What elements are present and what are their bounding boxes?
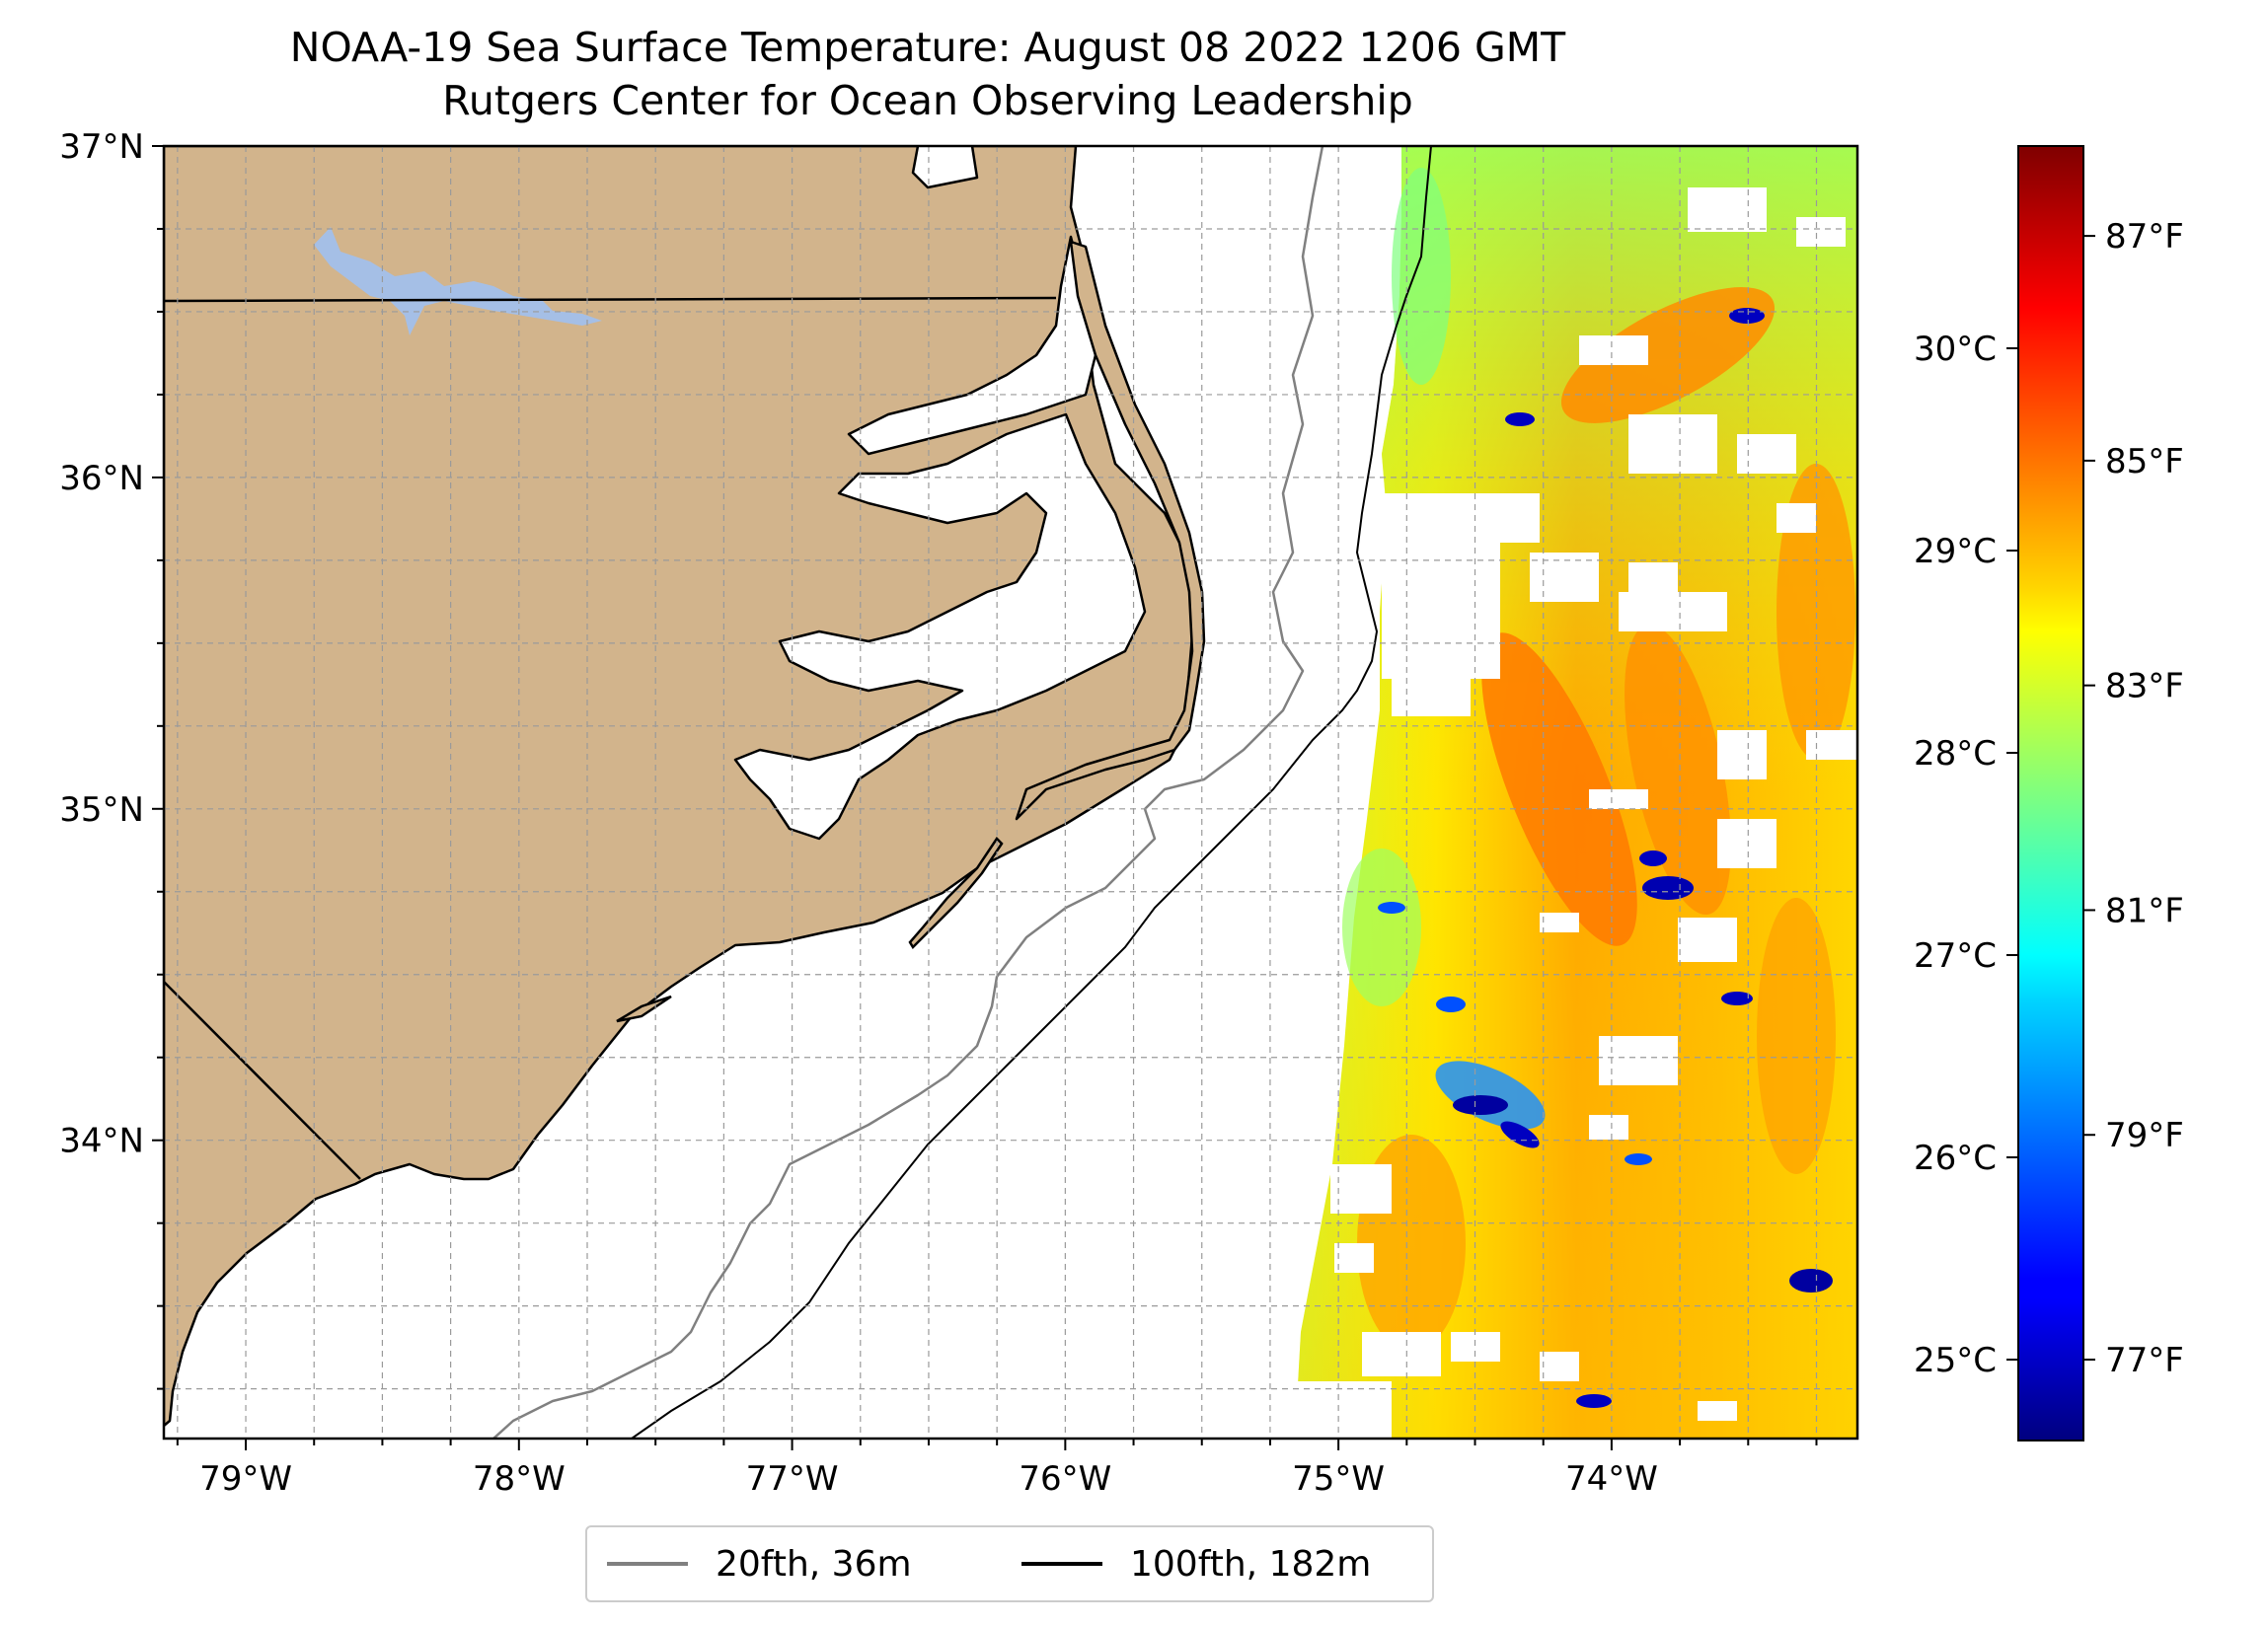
celsius-tick-label: 26°C <box>1914 1139 1997 1178</box>
lower-banks <box>908 837 1004 950</box>
state-border-nc-sc <box>164 981 361 1180</box>
isobath-20fth <box>492 146 1324 1439</box>
lon-tick-label: 75°W <box>1292 1459 1385 1499</box>
legend: 20fth, 36m 100fth, 182m <box>585 1525 1434 1602</box>
isobath-100fth <box>631 146 1432 1439</box>
lat-tick-label: 36°N <box>59 459 144 498</box>
fahrenheit-tick-label: 85°F <box>2105 442 2184 481</box>
colorbar <box>2017 145 2084 1441</box>
gridlines <box>164 146 1857 1439</box>
map-frame <box>162 144 1859 1441</box>
celsius-tick-label: 25°C <box>1914 1341 1997 1380</box>
lon-tick-label: 77°W <box>746 1459 839 1499</box>
lon-tick-label: 79°W <box>199 1459 292 1499</box>
longitude-axis: 79°W 78°W 77°W 76°W 75°W 74°W <box>176 1439 1818 1499</box>
pamlico-sound <box>733 412 1147 841</box>
outer-banks <box>1015 240 1206 821</box>
celsius-tick-label: 30°C <box>1914 330 1997 369</box>
legend-label-20fth: 20fth, 36m <box>716 1543 912 1585</box>
albemarle-sound <box>847 235 1097 456</box>
legend-label-100fth: 100fth, 182m <box>1130 1543 1372 1585</box>
chart-subtitle: Rutgers Center for Ocean Observing Leade… <box>442 77 1413 124</box>
fahrenheit-tick-label: 87°F <box>2105 217 2184 257</box>
fahrenheit-tick-label: 81°F <box>2105 891 2184 930</box>
state-border-va-nc <box>164 296 1057 303</box>
fahrenheit-tick-label: 83°F <box>2105 667 2184 706</box>
lat-tick-label: 35°N <box>59 790 144 830</box>
celsius-tick-label: 27°C <box>1914 936 1997 976</box>
sst-swath <box>1293 146 1857 1439</box>
lat-tick-label: 34°N <box>59 1122 144 1161</box>
celsius-tick-label: 29°C <box>1914 532 1997 571</box>
colorbar-fahrenheit-axis: 77°F 79°F 81°F 83°F 85°F 87°F <box>2083 217 2184 1380</box>
latitude-axis: 37°N 36°N 35°N 34°N <box>59 127 164 1390</box>
lat-tick-label: 37°N <box>59 127 144 167</box>
lon-tick-label: 78°W <box>473 1459 566 1499</box>
chart-title: NOAA-19 Sea Surface Temperature: August … <box>289 24 1566 71</box>
legend-item-20fth: 20fth, 36m <box>607 1527 912 1600</box>
lon-tick-label: 74°W <box>1565 1459 1658 1499</box>
celsius-tick-label: 28°C <box>1914 734 1997 774</box>
fahrenheit-tick-label: 79°F <box>2105 1116 2184 1155</box>
lake <box>314 227 602 335</box>
lon-tick-label: 76°W <box>1019 1459 1111 1499</box>
colorbar-celsius-axis: 25°C 26°C 27°C 28°C 29°C 30°C <box>1914 330 2018 1380</box>
legend-line-20fth <box>607 1562 688 1566</box>
map-area <box>164 146 1857 1439</box>
legend-item-100fth: 100fth, 182m <box>1021 1527 1371 1600</box>
fahrenheit-tick-label: 77°F <box>2105 1341 2184 1380</box>
legend-line-100fth <box>1021 1562 1102 1566</box>
